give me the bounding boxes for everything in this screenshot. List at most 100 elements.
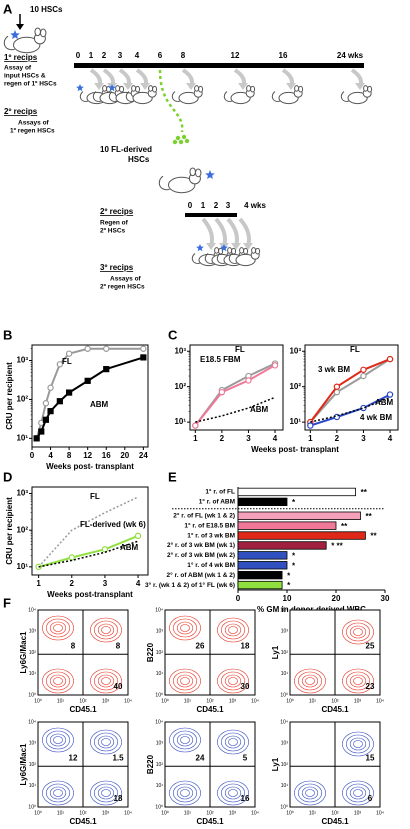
x-tick-label: 10⁴: [376, 698, 384, 704]
series-label: ABM: [120, 543, 139, 552]
bar: [237, 580, 283, 590]
label: 2: [102, 51, 107, 60]
label: HSCs: [128, 155, 150, 164]
contour: [176, 733, 194, 747]
y-tick-label: 10¹: [289, 417, 301, 426]
x-tick-label: 10⁴: [376, 810, 384, 816]
contour: [49, 621, 67, 635]
x-tick-label: 8: [67, 451, 72, 460]
label: B: [3, 327, 12, 342]
bar: [237, 570, 283, 580]
arrowhead: [16, 24, 24, 30]
y-tick-label: 10⁴: [155, 607, 163, 613]
plot-frame: [31, 486, 149, 576]
ear: [131, 85, 137, 92]
x-tick-label: 0: [236, 594, 241, 603]
marker: [360, 366, 367, 373]
cell: [181, 134, 187, 140]
x-tick-label: 10¹: [184, 698, 192, 704]
series-line: [38, 496, 139, 568]
marker: [386, 355, 394, 363]
label: 2º HSCs: [100, 228, 126, 235]
star: [196, 244, 204, 252]
arrowhead: [355, 83, 365, 90]
transfer-arrow: [214, 217, 227, 247]
contour: [101, 789, 111, 797]
contour: [217, 780, 249, 806]
contour: [228, 626, 238, 634]
tail: [216, 253, 225, 264]
green-arrow: [158, 69, 184, 133]
body: [347, 91, 368, 105]
y-tick-label: 10²: [289, 382, 301, 391]
contour: [305, 789, 315, 797]
x-axis-label: CD45.1: [196, 705, 224, 714]
series-label: 4 wk BM: [360, 413, 392, 422]
transfer-arrow: [201, 217, 214, 247]
tail: [108, 91, 117, 102]
tail: [79, 91, 88, 102]
quadrant-percent: 18: [114, 794, 123, 803]
x-tick-label: 10⁰: [34, 698, 42, 704]
tail: [204, 253, 213, 264]
quadrant-percent: 8: [71, 641, 76, 650]
series-line: [35, 356, 144, 439]
x-tick-label: 20: [332, 594, 341, 603]
quadrant-percent: 5: [243, 753, 248, 762]
star: [205, 170, 215, 179]
x-tick-label: 10¹: [57, 810, 65, 816]
significance: *: [287, 571, 291, 580]
contour: [349, 625, 367, 639]
x-tick-label: 10⁰: [286, 698, 294, 704]
contour: [228, 789, 238, 797]
series-line: [309, 358, 391, 423]
label: 1: [201, 201, 206, 210]
label: 2: [214, 201, 219, 210]
y-axis-label: Ly6G/Mac1: [19, 743, 28, 785]
x-tick-label: 10⁴: [124, 698, 132, 704]
category-label: 2° r. of ABM (wk 1 & 2): [167, 571, 235, 579]
series-label: FL: [350, 345, 360, 354]
y-axis-label: Ly1: [271, 645, 280, 659]
marker: [38, 428, 45, 435]
series-label: FL: [235, 345, 245, 354]
ear: [119, 85, 125, 93]
label: 0: [76, 51, 81, 60]
quadrant-percent: 12: [69, 753, 78, 762]
label: 3: [118, 51, 123, 60]
timeline: [185, 213, 237, 217]
tail: [228, 253, 237, 264]
arrowhead: [123, 83, 133, 90]
x-tick-label: 10³: [354, 810, 362, 816]
category-label: 1° r. of FL: [205, 488, 235, 496]
arrowhead: [286, 83, 296, 90]
ear: [298, 85, 304, 93]
x-tick-label: 10¹: [309, 810, 317, 816]
contour: [353, 628, 363, 636]
arrowhead: [231, 243, 241, 250]
body: [178, 91, 199, 105]
quadrant-percent: 1.5: [112, 753, 124, 762]
x-axis-label: CD45.1: [321, 705, 349, 714]
ear: [251, 247, 257, 254]
y-tick-label: 10¹: [16, 433, 28, 442]
x-tick-label: 0: [30, 451, 35, 460]
bar: [237, 531, 366, 540]
label: input HSCs &: [4, 73, 46, 80]
quadrant-percent: 8: [116, 641, 121, 650]
y-tick-label: 10³: [29, 741, 37, 747]
ear: [250, 85, 256, 93]
x-tick-label: 4: [136, 579, 141, 588]
transfer-arrow: [226, 217, 239, 247]
tail: [125, 91, 134, 102]
star: [76, 84, 84, 92]
contour: [173, 618, 198, 638]
label: C: [168, 327, 178, 342]
category-label: 2° r. of FL (wk 1 & 2): [173, 511, 235, 519]
mouse: [271, 85, 304, 105]
contour: [173, 671, 198, 691]
marker: [47, 408, 54, 415]
series-label: ABM: [250, 405, 269, 414]
y-tick-label: 10⁴: [155, 719, 163, 725]
contour: [301, 786, 319, 800]
